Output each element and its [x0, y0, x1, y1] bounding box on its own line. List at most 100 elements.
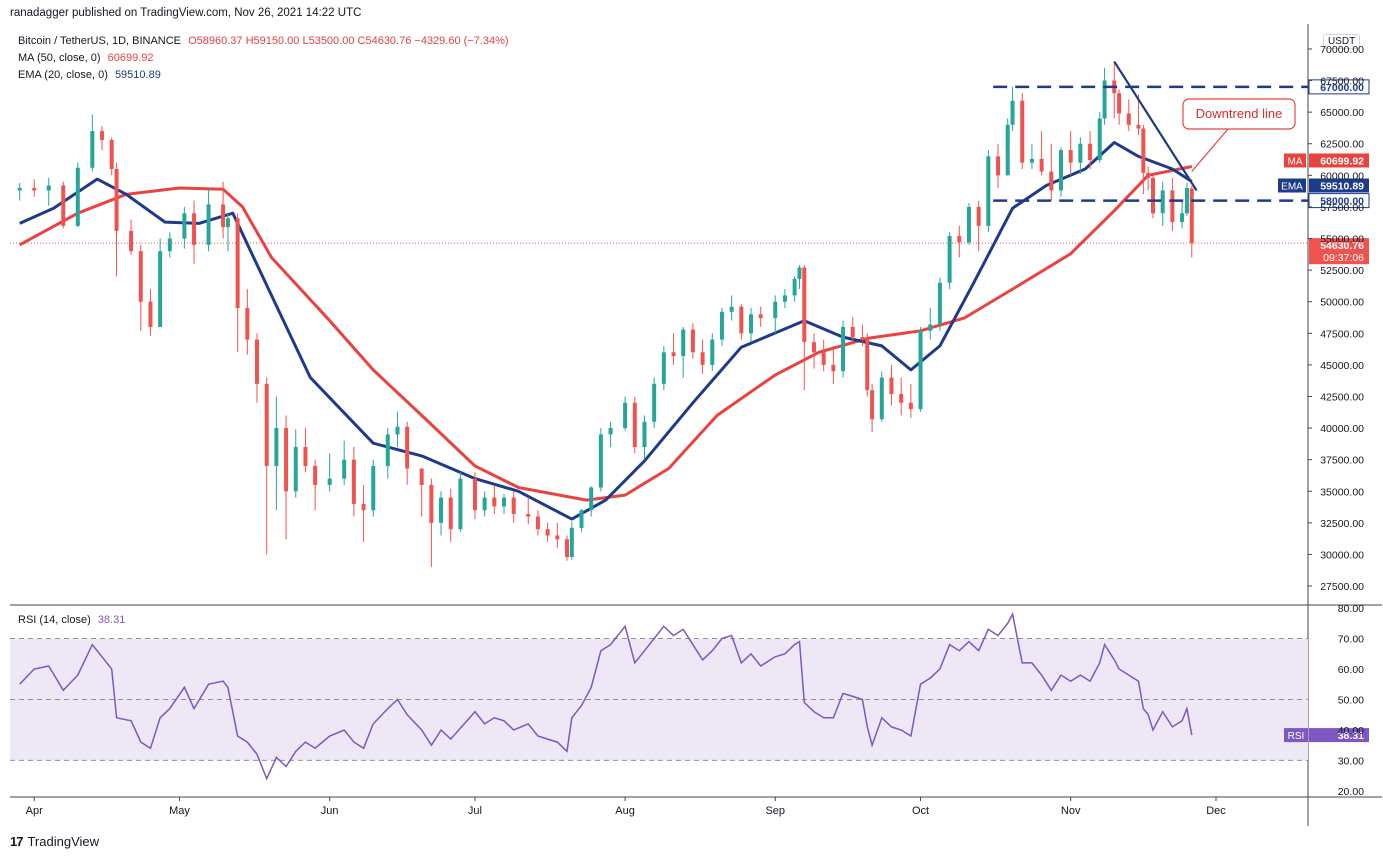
candle: [1097, 112, 1102, 163]
candle: [1020, 93, 1025, 170]
price-axis-label: 27500.00: [1320, 581, 1364, 593]
candle-body: [690, 329, 695, 353]
candle-body: [129, 230, 134, 252]
candle-body: [114, 169, 119, 231]
candle-body: [75, 167, 80, 226]
candle: [1126, 99, 1131, 132]
candle: [46, 177, 51, 206]
candle-body: [579, 510, 584, 528]
candle-body: [545, 529, 550, 536]
candle-body: [90, 131, 95, 168]
candle: [313, 459, 318, 511]
candle: [284, 415, 289, 540]
candle-body: [1088, 143, 1093, 161]
rsi-value-badge-bg: [1309, 728, 1369, 743]
rsi-axis-label: 50.00: [1338, 694, 1364, 706]
candle-body: [61, 185, 66, 226]
candle: [661, 345, 666, 391]
candle-body: [1160, 190, 1165, 214]
candle: [1112, 61, 1117, 119]
candle-body: [245, 308, 250, 340]
price-axis-label: 60000.00: [1320, 170, 1364, 182]
candle: [850, 316, 855, 343]
candle-body: [1180, 213, 1185, 223]
candle-body: [1146, 172, 1151, 178]
candle: [690, 323, 695, 359]
candle: [555, 522, 560, 549]
candle-body: [792, 278, 797, 296]
candle-body: [782, 295, 787, 302]
candle-body: [17, 187, 22, 191]
price-axis-label: 70000.00: [1320, 44, 1364, 56]
candle-body: [632, 402, 637, 448]
candle-body: [802, 267, 807, 343]
candle-body: [419, 468, 424, 485]
candle: [148, 289, 153, 336]
candle: [792, 276, 797, 302]
candle: [245, 289, 250, 355]
rsi-axis-label: 80.00: [1338, 603, 1364, 615]
ma-value-badge-bg: [1309, 153, 1369, 168]
candle-body: [996, 156, 1001, 176]
tradingview-logo[interactable]: 17 TradingView: [10, 834, 99, 849]
candle-body: [1058, 150, 1063, 191]
candle: [61, 181, 66, 229]
candle-body: [1102, 80, 1107, 119]
candle-body: [1029, 158, 1034, 163]
candle: [821, 339, 826, 372]
candle: [966, 203, 971, 245]
candle: [114, 162, 119, 277]
candle-body: [284, 428, 289, 492]
candle-body: [1126, 113, 1131, 125]
candle: [327, 453, 332, 492]
tradingview-logo-text: TradingView: [27, 834, 100, 849]
time-axis-label: Dec: [1206, 805, 1226, 817]
candle-body: [148, 301, 153, 327]
candle: [841, 320, 846, 378]
candle: [928, 308, 933, 340]
candle-body: [46, 185, 51, 191]
candle-body: [303, 447, 308, 466]
time-axis-label: Nov: [1061, 805, 1081, 817]
rsi-line: [19, 611, 1193, 781]
candle-body: [1005, 124, 1010, 176]
rsi-legend-value: 38.31: [97, 614, 126, 626]
candle-body: [918, 330, 923, 410]
candle-body: [1151, 177, 1156, 214]
candle: [623, 396, 628, 431]
candle-body: [937, 282, 942, 325]
price-axis-label: 55000.00: [1320, 234, 1364, 246]
candle: [32, 179, 37, 197]
ema-legend: EMA (20, close, 0) 59510.89: [18, 69, 161, 81]
currency-badge[interactable]: USDT: [1323, 34, 1361, 49]
candle-body: [327, 478, 332, 485]
price-axis-label: 62500.00: [1320, 139, 1364, 151]
candle: [642, 415, 647, 460]
symbol-name: Bitcoin / TetherUS, 1D, BINANCE: [18, 35, 182, 47]
candle: [1146, 166, 1151, 191]
price-axis-label: 52500.00: [1320, 265, 1364, 277]
candle-body: [342, 459, 347, 479]
candle: [700, 339, 705, 374]
candle-body: [860, 337, 865, 340]
candle-body: [448, 497, 453, 530]
downtrend-line: [1113, 61, 1198, 192]
ema-20-line: [19, 141, 1193, 521]
candle: [1039, 131, 1044, 176]
candle: [918, 326, 923, 412]
candle: [797, 265, 802, 290]
candle: [75, 162, 80, 228]
candle-body: [535, 516, 540, 530]
candle: [264, 377, 269, 555]
support-badge: 58000.00: [1320, 196, 1364, 208]
candle-body: [502, 497, 507, 507]
candle-body: [221, 204, 226, 228]
candle-body: [608, 428, 613, 435]
last-price-badge-bg: [1309, 238, 1369, 265]
candle: [996, 143, 1001, 188]
candle: [758, 306, 763, 327]
ema-tag: EMA: [1281, 182, 1303, 193]
candle-body: [109, 139, 114, 170]
rsi-tag-bg: [1284, 728, 1308, 743]
